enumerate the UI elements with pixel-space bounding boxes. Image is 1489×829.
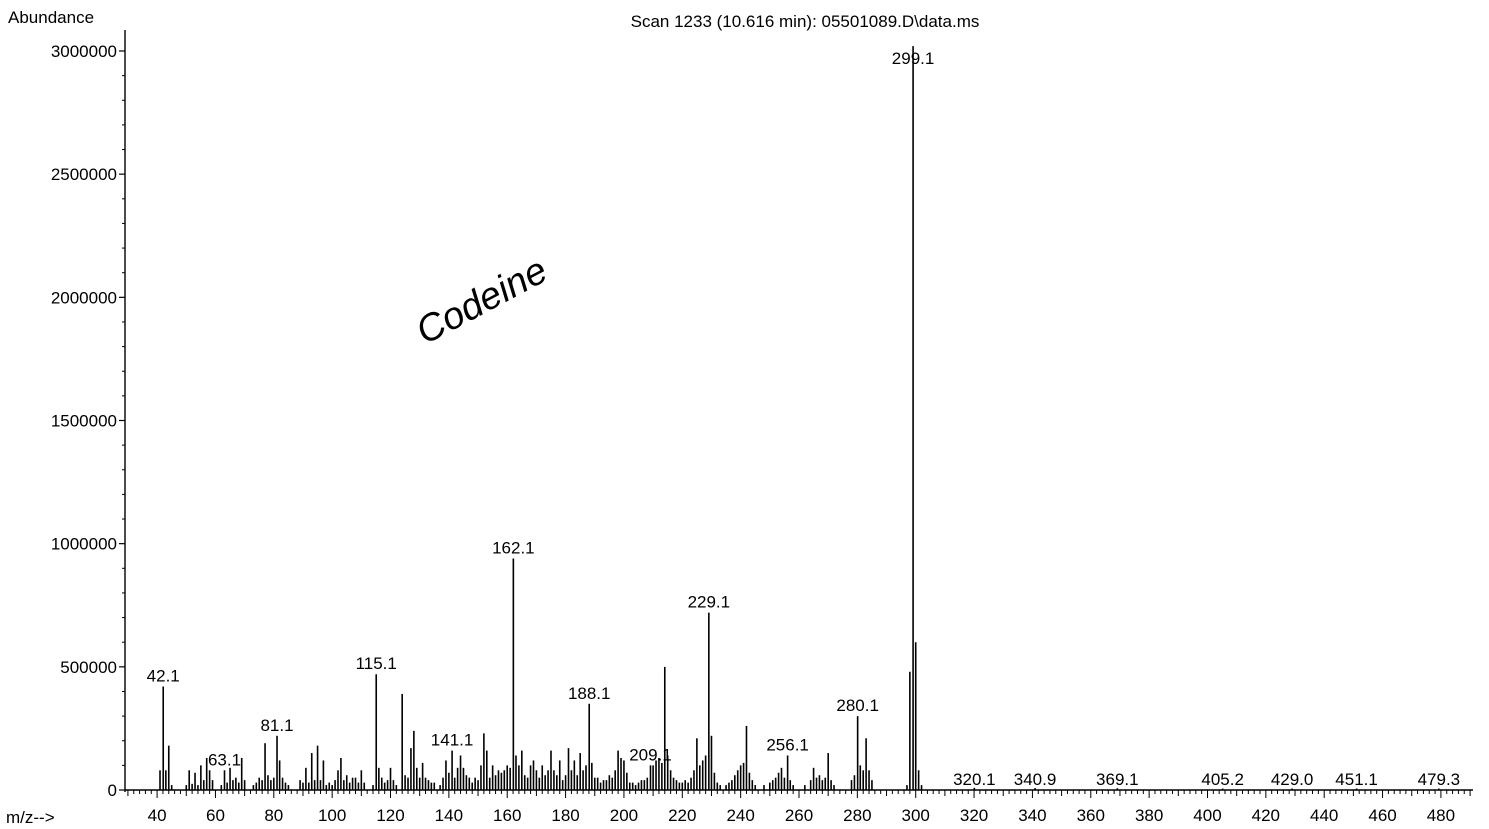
y-tick-label: 500000 [60,658,117,677]
x-tick-label: 140 [435,806,463,825]
peak-label: 141.1 [431,731,474,750]
x-axis: 40 60 80 100 120 140 160 180 200 220 240 260 280 300 3… [125,789,1473,825]
x-tick-label: 480 [1427,806,1455,825]
x-tick-label: 120 [376,806,404,825]
x-tick-label: 40 [148,806,167,825]
x-tick-label: 440 [1310,806,1338,825]
x-tick-label: 100 [318,806,346,825]
y-tick-label: 2000000 [51,288,117,307]
peak-label: 299.1 [892,49,935,68]
x-tick-label: 240 [726,806,754,825]
peak-label: 42.1 [147,667,180,686]
x-tick-label: 260 [785,806,813,825]
x-tick-label: 420 [1252,806,1280,825]
chart-title: Scan 1233 (10.616 min): 05501089.D\data.… [631,12,980,31]
spectrum-peaks [159,46,1440,790]
x-tick-label: 80 [264,806,283,825]
y-tick-label: 2500000 [51,165,117,184]
x-tick-label: 360 [1077,806,1105,825]
y-tick-label: 1500000 [51,412,117,431]
peak-label: 209.1 [629,745,672,764]
y-tick-label: 1000000 [51,535,117,554]
peak-label: 81.1 [260,716,293,735]
handwritten-annotation: Codeine [410,249,555,353]
peak-label: 256.1 [766,736,809,755]
peak-label: 162.1 [492,538,535,557]
peak-label: 405.2 [1201,770,1244,789]
x-tick-label: 300 [902,806,930,825]
x-tick-label: 200 [610,806,638,825]
y-tick-label: 3000000 [51,42,117,61]
peak-label: 429.0 [1271,770,1314,789]
peak-labels: 42.1 63.1 81.1 115.1 141.1 162.1 188.1 209.1 229… [147,49,1460,789]
x-tick-label: 340 [1018,806,1046,825]
peak-label: 188.1 [568,684,611,703]
x-tick-label: 280 [843,806,871,825]
y-tick-label: 0 [108,781,117,800]
x-tick-label: 460 [1368,806,1396,825]
peak-label: 63.1 [208,750,241,769]
x-tick-label: 180 [551,806,579,825]
peak-label: 340.9 [1014,770,1057,789]
x-axis-title: m/z--> [6,808,55,827]
x-tick-label: 160 [493,806,521,825]
peak-label: 229.1 [688,593,731,612]
x-tick-label: 60 [206,806,225,825]
x-tick-label: 380 [1135,806,1163,825]
x-tick-label: 400 [1193,806,1221,825]
peak-label: 451.1 [1335,770,1378,789]
peak-label: 479.3 [1418,770,1461,789]
y-axis: 0 500000 1000000 1500000 2000000 2500000 30000… [51,30,126,800]
peak-label: 280.1 [836,696,879,715]
y-axis-title: Abundance [8,8,94,27]
x-tick-label: 320 [960,806,988,825]
x-tick-label: 220 [668,806,696,825]
peak-label: 115.1 [356,654,397,673]
peak-label: 320.1 [953,770,996,789]
peak-label: 369.1 [1096,770,1139,789]
